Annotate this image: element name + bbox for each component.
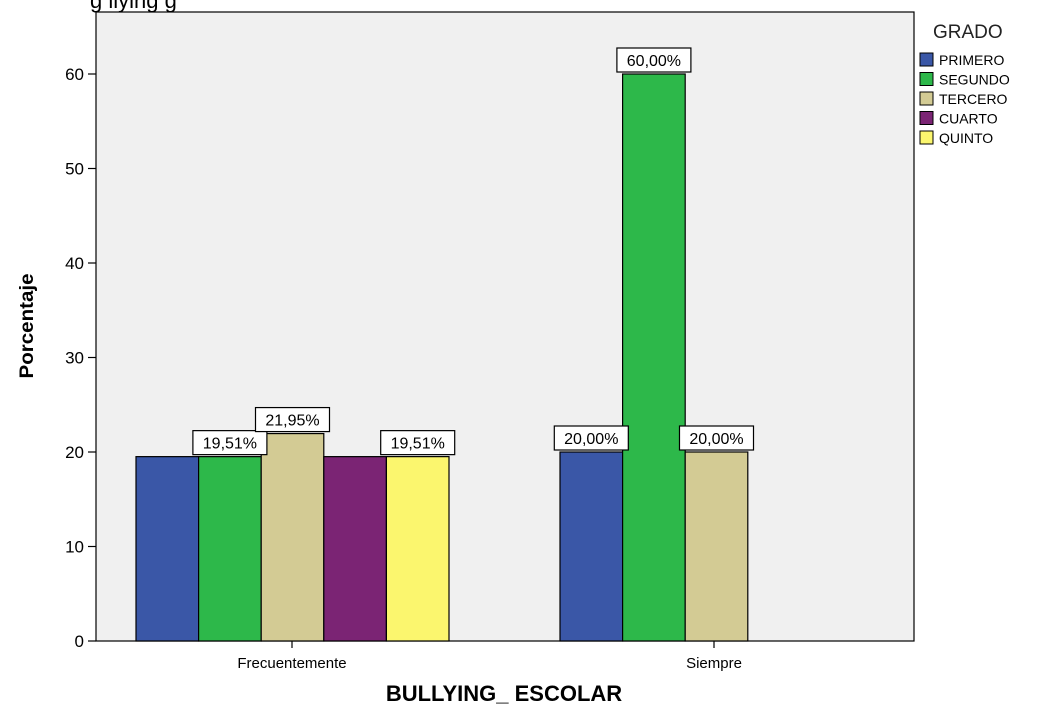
bar-quinto-frecuentemente (385, 456, 450, 642)
y-axis-title: Porcentaje (17, 274, 38, 379)
legend-swatch-cuarto (919, 111, 934, 125)
x-tick-label: Frecuentemente (237, 655, 346, 672)
y-tick-label: 30 (65, 349, 84, 368)
y-tick-label: 40 (65, 254, 84, 273)
data-label-box (192, 430, 268, 456)
data-labels: 20,00% 19,51% 60,00% 21,95% 20,00% 19,51% (192, 47, 755, 456)
x-tick-label: Siempre (686, 655, 742, 672)
legend-swatch-quinto (919, 130, 934, 145)
legend-label-primero: PRIMERO (939, 52, 1004, 68)
legend-label-tercero: TERCERO (939, 91, 1008, 107)
bar-tercero-frecuentemente (260, 432, 325, 642)
data-label-box (553, 425, 629, 451)
legend-swatch-primero (919, 52, 934, 67)
data-label-box (254, 406, 331, 433)
bar-segundo-frecuentemente (198, 456, 262, 642)
bar-primero-frecuentemente (135, 456, 200, 642)
legend-swatch-segundo (919, 72, 934, 86)
bar-primero-siempre (559, 451, 624, 642)
legend-label-cuarto: CUARTO (939, 111, 998, 127)
data-label: 19,51% (391, 436, 445, 453)
legend-title: GRADO (933, 22, 1003, 43)
data-label: 21,95% (265, 413, 319, 430)
data-label: 20,00% (564, 431, 618, 448)
data-label: 60,00% (627, 53, 681, 70)
data-label-box (678, 425, 755, 451)
data-label: 20,00% (689, 431, 743, 448)
legend-swatch-tercero (919, 91, 934, 106)
y-axis: 0 10 20 30 40 50 60 (65, 65, 96, 651)
y-tick-label: 50 (65, 160, 84, 179)
figure-caption-fragment: g llying g (90, 0, 177, 13)
y-tick-label: 10 (65, 538, 84, 557)
y-tick-label: 20 (65, 443, 84, 462)
data-label-box (380, 430, 456, 456)
bar-tercero-siempre (684, 451, 749, 642)
x-axis-title: BULLYING_ ESCOLAR (386, 681, 622, 706)
legend: GRADO PRIMERO SEGUNDO TERCERO CUARTO QUINTO (919, 22, 1010, 146)
data-label-box (616, 47, 692, 73)
data-label: 19,51% (203, 436, 257, 453)
bars (135, 73, 749, 642)
y-tick-label: 0 (75, 632, 84, 651)
x-axis: Frecuentemente Siempre (237, 641, 742, 672)
bar-segundo-siempre (621, 73, 686, 642)
y-tick-label: 60 (65, 65, 84, 84)
legend-label-quinto: QUINTO (939, 130, 993, 146)
legend-label-segundo: SEGUNDO (939, 72, 1010, 88)
bar-cuarto-frecuentemente (323, 456, 387, 642)
